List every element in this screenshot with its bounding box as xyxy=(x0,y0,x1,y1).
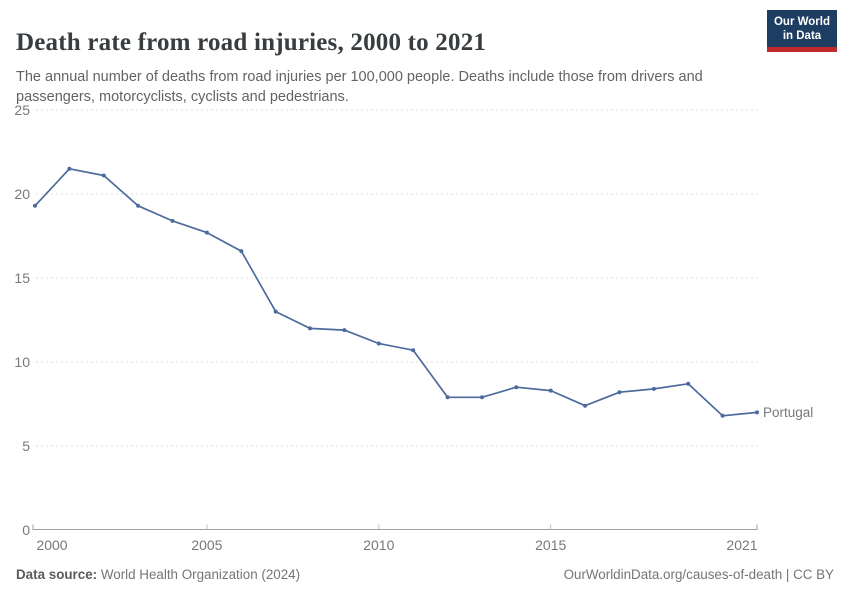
data-point-2020[interactable] xyxy=(720,413,725,418)
y-tick-label-10: 10 xyxy=(14,354,30,370)
data-point-2004[interactable] xyxy=(170,218,175,223)
data-source-label: Data source: xyxy=(16,567,98,582)
y-tick-label-5: 5 xyxy=(22,438,30,454)
owid-logo[interactable]: Our World in Data xyxy=(767,10,837,52)
data-point-2007[interactable] xyxy=(273,309,278,314)
data-point-2006[interactable] xyxy=(239,249,244,254)
data-point-2008[interactable] xyxy=(308,326,312,331)
page-title: Death rate from road injuries, 2000 to 2… xyxy=(16,28,487,56)
data-point-2009[interactable] xyxy=(342,328,347,333)
data-point-2005[interactable] xyxy=(204,230,209,235)
data-point-2011[interactable] xyxy=(411,348,416,353)
data-point-2014[interactable] xyxy=(514,385,519,390)
y-tick-label-15: 15 xyxy=(14,270,30,286)
data-point-2002[interactable] xyxy=(101,173,106,178)
data-source: Data source: World Health Organization (… xyxy=(16,567,300,582)
x-tick-label-2015: 2015 xyxy=(535,537,566,553)
data-point-2015[interactable] xyxy=(548,388,553,393)
data-point-2012[interactable] xyxy=(445,395,450,400)
owid-logo-line2: in Data xyxy=(782,30,822,42)
y-tick-label-20: 20 xyxy=(14,186,30,202)
data-point-2019[interactable] xyxy=(686,381,691,386)
y-tick-label-25: 25 xyxy=(14,102,30,118)
x-tick-label-2000: 2000 xyxy=(36,537,67,553)
x-axis-line xyxy=(32,524,758,530)
data-source-value: World Health Organization (2024) xyxy=(97,567,301,582)
data-point-2018[interactable] xyxy=(651,386,656,391)
data-point-2010[interactable] xyxy=(376,341,381,346)
data-point-2001[interactable] xyxy=(67,166,72,171)
x-tick-label-2010: 2010 xyxy=(363,537,394,553)
x-tick-label-2021: 2021 xyxy=(726,537,757,553)
y-tick-label-0: 0 xyxy=(22,522,30,538)
data-point-2017[interactable] xyxy=(617,390,622,395)
chart-svg: 0 5 10 15 20 25 2000 2005 2010 2015 2021 Portugal xyxy=(14,102,813,553)
x-tick-label-2005: 2005 xyxy=(191,537,222,553)
owid-logo-line1: Our World xyxy=(773,16,830,28)
series-line-portugal[interactable] xyxy=(34,167,758,417)
series-label-portugal[interactable]: Portugal xyxy=(763,405,813,420)
data-point-2000[interactable] xyxy=(33,203,37,208)
data-point-2013[interactable] xyxy=(480,395,484,400)
chart-footer: Data source: World Health Organization (… xyxy=(16,567,834,582)
chart-subtitle: The annual number of deaths from road in… xyxy=(16,68,703,106)
data-point-2016[interactable] xyxy=(583,403,588,408)
data-point-2021[interactable] xyxy=(755,410,759,415)
credit-link[interactable]: OurWorldinData.org/causes-of-death | CC … xyxy=(563,567,834,582)
data-point-2003[interactable] xyxy=(136,203,141,208)
